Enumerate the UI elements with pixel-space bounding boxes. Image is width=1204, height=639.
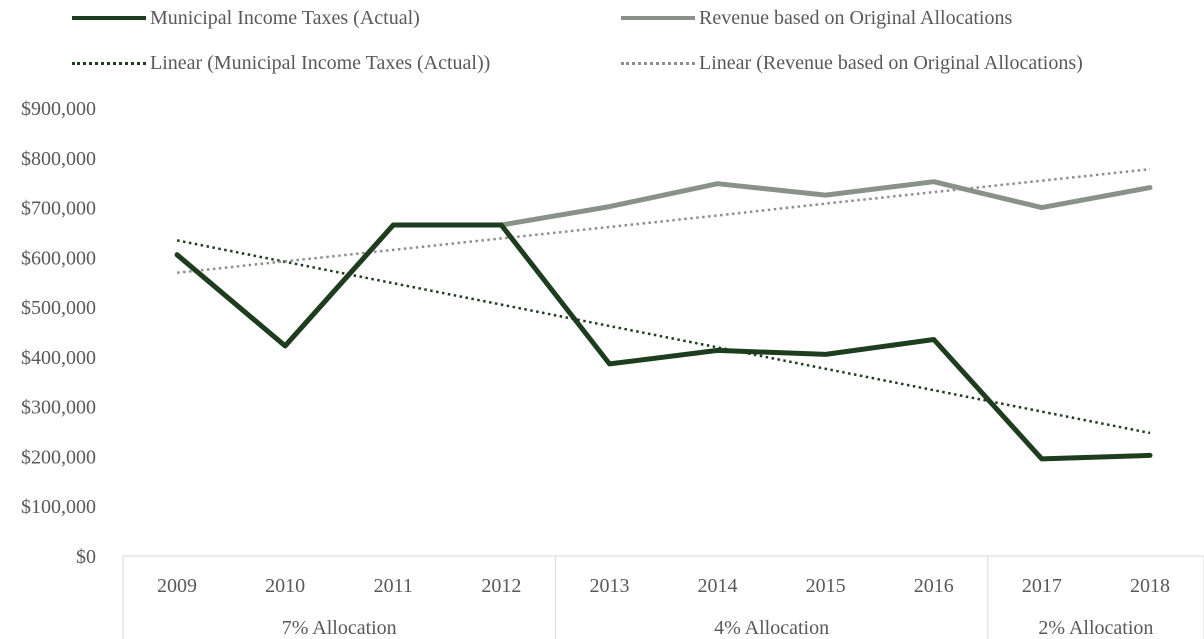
y-tick-label: $0: [76, 546, 96, 568]
x-group-label: 4% Allocation: [714, 617, 829, 639]
x-group-label: 7% Allocation: [282, 617, 397, 639]
series-line-linear-revenue-based-on-original-allocations: [177, 169, 1150, 273]
y-tick-label: $400,000: [21, 347, 96, 369]
series-line-linear-municipal-income-taxes-actual: [177, 240, 1150, 433]
x-tick-label: 2015: [806, 575, 846, 597]
y-tick-label: $200,000: [21, 446, 96, 468]
x-tick-label: 2012: [481, 575, 521, 597]
x-group-label: 2% Allocation: [1038, 617, 1153, 639]
x-tick-label: 2014: [698, 575, 738, 597]
y-tick-label: $800,000: [21, 148, 96, 170]
y-tick-label: $300,000: [21, 397, 96, 419]
y-tick-label: $700,000: [21, 198, 96, 220]
x-tick-label: 2009: [157, 575, 197, 597]
y-tick-label: $900,000: [21, 98, 96, 120]
x-tick-label: 2010: [265, 575, 305, 597]
x-tick-label: 2011: [374, 575, 413, 597]
x-tick-label: 2016: [914, 575, 954, 597]
y-tick-label: $100,000: [21, 496, 96, 518]
x-tick-label: 2018: [1130, 575, 1170, 597]
x-tick-label: 2013: [589, 575, 629, 597]
y-tick-label: $600,000: [21, 247, 96, 269]
series-line-municipal-income-taxes-actual: [177, 225, 1150, 459]
series-line-revenue-based-on-original-allocations: [177, 182, 1150, 346]
y-tick-label: $500,000: [21, 297, 96, 319]
x-tick-label: 2017: [1022, 575, 1062, 597]
